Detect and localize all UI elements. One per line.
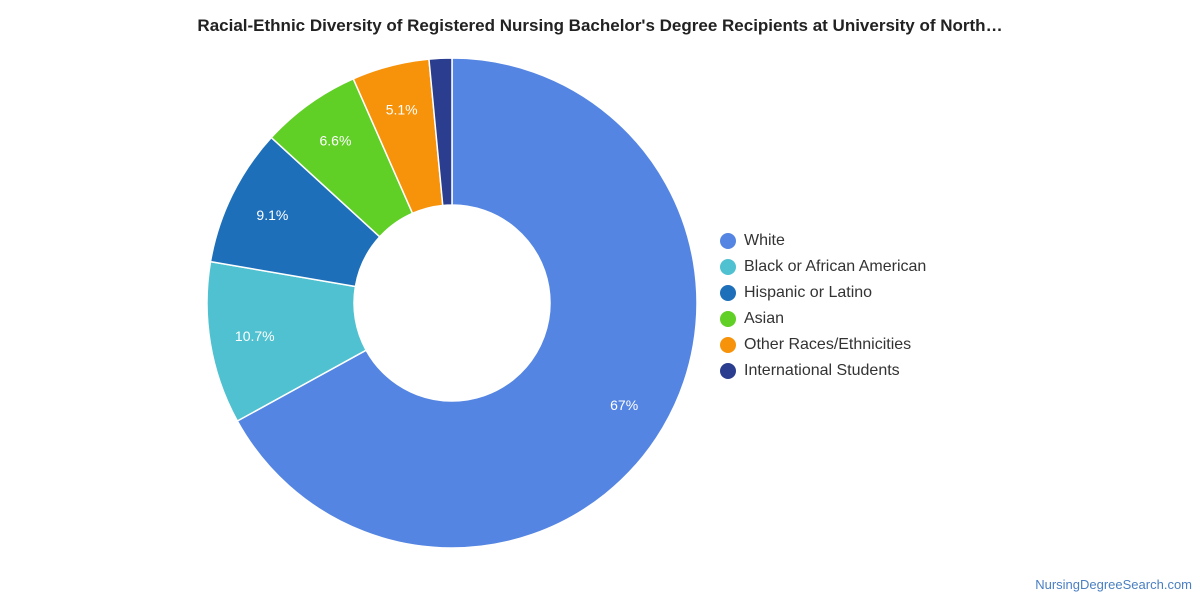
legend-item[interactable]: Asian: [720, 306, 926, 332]
legend-swatch: [720, 363, 736, 379]
legend-item[interactable]: Hispanic or Latino: [720, 280, 926, 306]
legend: White Black or African American Hispanic o…: [720, 228, 926, 384]
legend-swatch: [720, 311, 736, 327]
legend-swatch: [720, 259, 736, 275]
donut-slices: [206, 57, 698, 549]
legend-label: International Students: [744, 362, 900, 379]
slice-label: 10.7%: [235, 328, 275, 344]
slice-label: 5.1%: [386, 101, 418, 117]
legend-label: Hispanic or Latino: [744, 284, 873, 301]
slice-international-students[interactable]: [428, 57, 453, 207]
legend-label: Other Races/Ethnicities: [744, 336, 912, 353]
legend-item[interactable]: International Students: [720, 358, 926, 384]
slice-label: 67%: [610, 397, 638, 413]
legend-label: White: [744, 232, 785, 249]
legend-label: Asian: [744, 310, 785, 327]
slice-black-or-african-american[interactable]: [206, 260, 368, 423]
legend-item[interactable]: White: [720, 228, 926, 254]
legend-swatch: [720, 285, 736, 301]
chart-title: Racial-Ethnic Diversity of Registered Nu…: [197, 16, 1003, 35]
legend-label: Black or African American: [744, 258, 927, 275]
slice-label: 9.1%: [256, 207, 288, 223]
legend-swatch: [720, 337, 736, 353]
source-link[interactable]: NursingDegreeSearch.com: [1035, 577, 1192, 592]
legend-item[interactable]: Black or African American: [720, 254, 926, 280]
slice-labels: 67% 10.7% 9.1% 6.6% 5.1%: [235, 101, 638, 412]
legend-swatch: [720, 233, 736, 249]
legend-item[interactable]: Other Races/Ethnicities: [720, 332, 926, 358]
slice-label: 6.6%: [320, 132, 352, 148]
slice-white[interactable]: [236, 57, 698, 549]
